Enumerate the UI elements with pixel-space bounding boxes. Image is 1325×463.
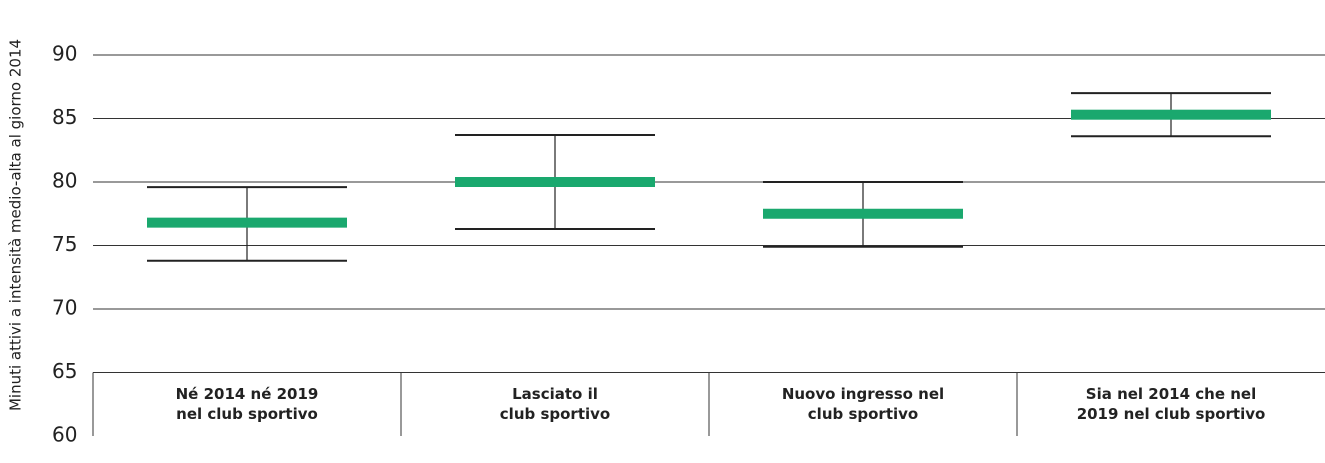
y-tick-label: 90 — [52, 42, 77, 66]
x-tick-label: nel club sportivo — [176, 405, 318, 423]
mean-bar — [763, 208, 963, 219]
x-tick-label: club sportivo — [500, 405, 610, 423]
y-axis-title: Minuti attivi a intensità medio-alta al … — [7, 39, 25, 411]
y-tick-label: 60 — [52, 423, 77, 447]
x-tick-label: Lasciato il — [512, 385, 598, 403]
x-tick-label: 2019 nel club sportivo — [1077, 405, 1266, 423]
y-tick-label: 65 — [52, 359, 77, 383]
x-tick-label: Sia nel 2014 che nel — [1086, 385, 1256, 403]
mean-bar — [455, 177, 655, 187]
y-tick-label: 85 — [52, 105, 77, 129]
mean-bar — [147, 217, 347, 228]
y-tick-label: 70 — [52, 296, 77, 320]
x-tick-label: Né 2014 né 2019 — [176, 385, 319, 403]
x-tick-label: Nuovo ingresso nel — [782, 385, 944, 403]
y-tick-label: 80 — [52, 169, 77, 193]
y-tick-label: 75 — [52, 232, 77, 256]
mean-bar — [1071, 109, 1271, 120]
x-tick-label: club sportivo — [808, 405, 918, 423]
